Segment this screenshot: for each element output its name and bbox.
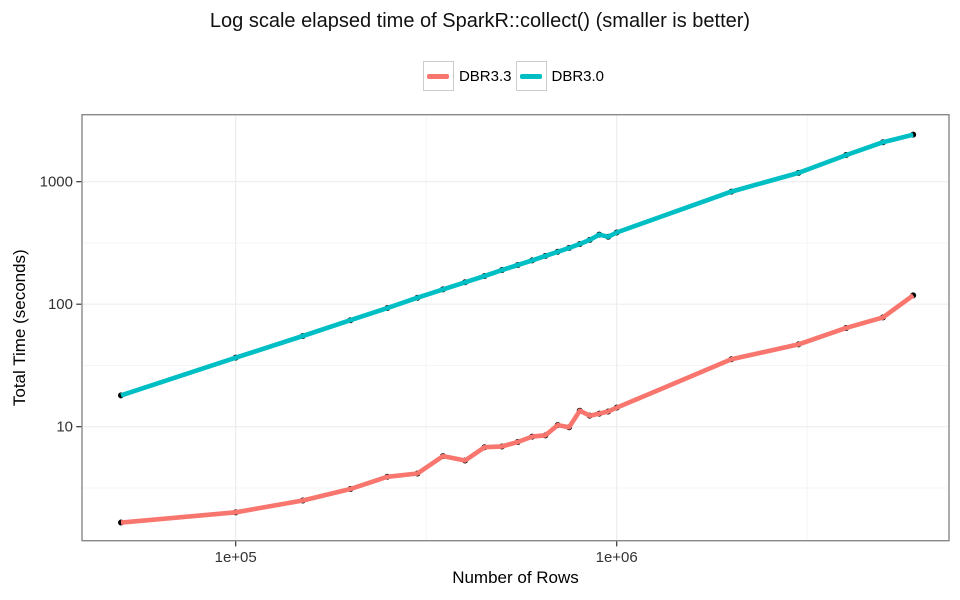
y-axis-title: Total Time (seconds) [10,249,29,406]
legend: DBR3.3 DBR3.0 [82,60,949,92]
legend-key-box [422,61,454,91]
legend-key-box [515,61,547,91]
gridlines-major [82,114,949,541]
y-tick-label: 10 [56,419,73,436]
y-tick-label: 1000 [40,174,73,191]
x-tick-label: 1e+06 [596,549,638,566]
chart-title: Log scale elapsed time of SparkR::collec… [209,10,751,32]
gridlines-minor [82,114,949,541]
axis-tick-labels: 1e+05 1e+06 10 100 1000 [40,174,638,566]
legend-entry-DBR3.0: DBR3.0 [515,61,605,91]
series-DBR3.0 [118,131,917,399]
legend-entry-DBR3.3: DBR3.3 [422,61,512,91]
series-line-DBR3.3 [120,293,915,525]
x-tick-label: 1e+05 [215,549,257,566]
series-DBR3.3 [118,292,917,526]
legend-label: DBR3.3 [458,67,512,85]
axis-ticks [76,181,618,547]
panel-border [81,113,950,542]
legend-line-swatch [427,73,450,79]
x-axis-title: Number of Rows [452,568,579,587]
series-line-DBR3.0 [120,132,914,398]
series-layer [118,131,917,526]
legend-label: DBR3.0 [551,67,605,85]
y-tick-label: 100 [48,296,73,313]
legend-line-swatch [520,73,542,79]
